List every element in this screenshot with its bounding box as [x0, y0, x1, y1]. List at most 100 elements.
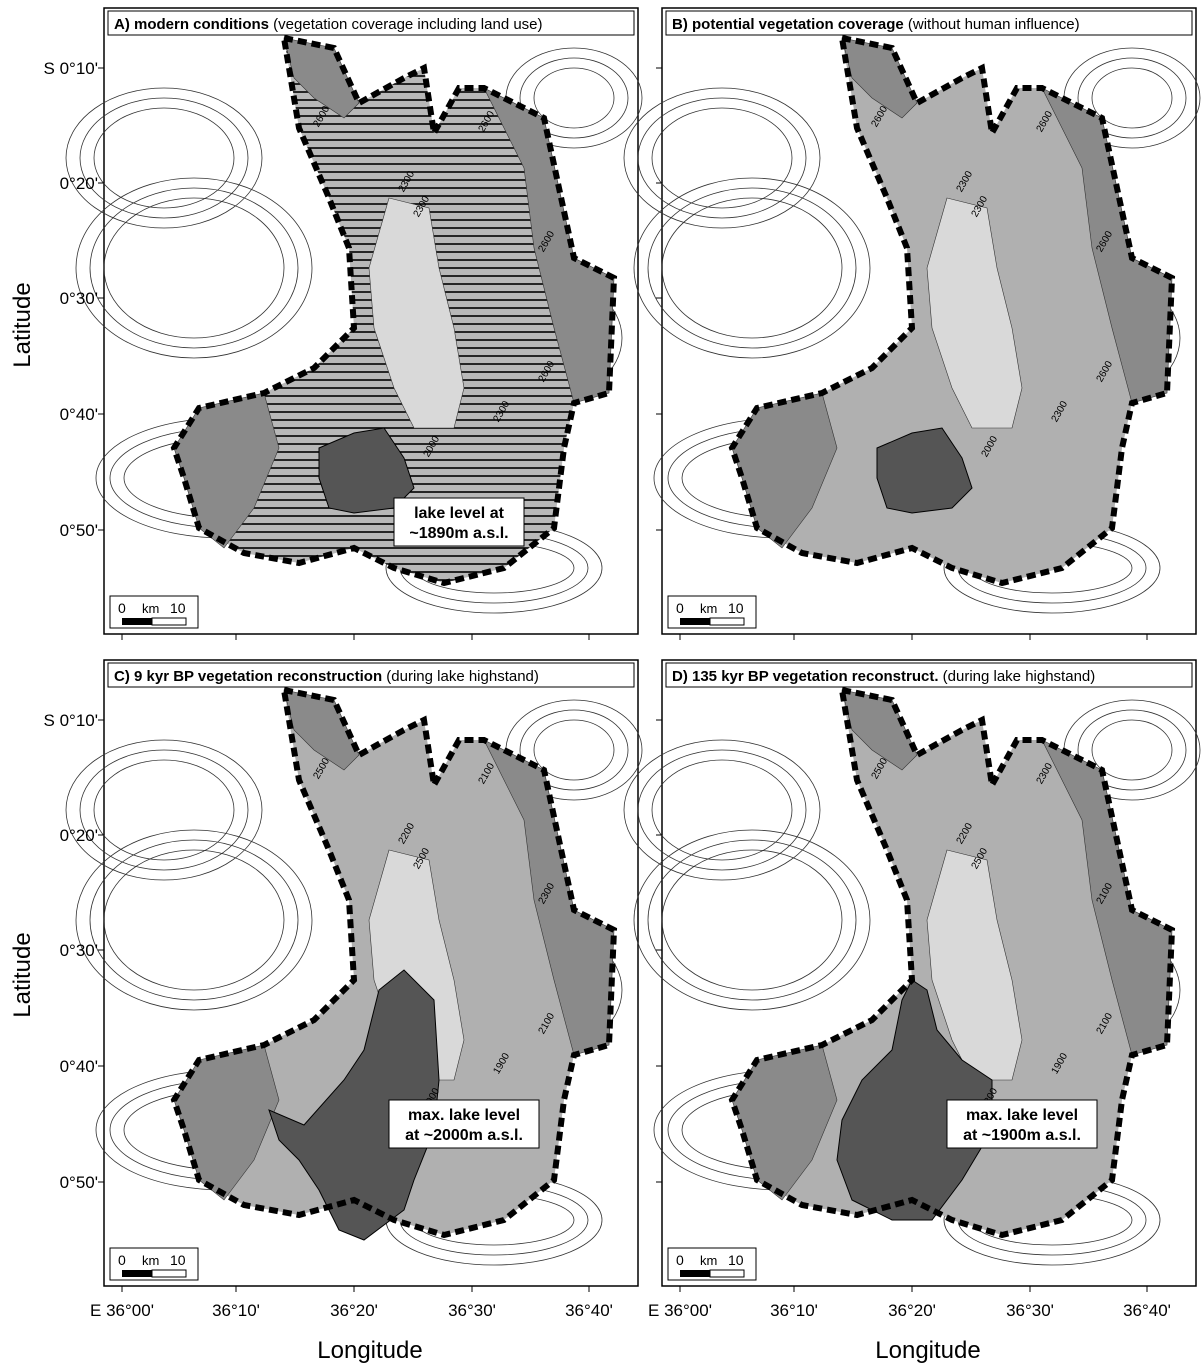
panel-title-box [107, 10, 635, 36]
scale-bar-unit: km [142, 1253, 159, 1268]
lat-tick-label: 0°40' [60, 1057, 98, 1076]
lake-level-label: lake level at ~1890m a.s.l. [393, 497, 525, 547]
contour-line [79, 97, 249, 219]
contour-line [65, 87, 263, 229]
panel-title-bold: C) 9 kyr BP vegetation reconstruction [114, 668, 382, 685]
scale-bar: 0 km 10 [667, 595, 757, 629]
contour-line [623, 87, 821, 229]
lat-tick-label: 0°30' [60, 289, 98, 308]
panel-title-box [107, 662, 635, 688]
scale-bar-zero: 0 [118, 1252, 126, 1268]
lon-tick-label: 36°20' [888, 1301, 936, 1320]
contour-line [637, 749, 807, 871]
contour-line [647, 187, 857, 349]
scale-bar-black [122, 618, 152, 625]
contour-line [75, 177, 313, 359]
lake [876, 427, 973, 514]
scale-bar: 0 km 10 [667, 1247, 757, 1281]
lake-level-text: max. lake level [408, 1107, 520, 1124]
panel-title-bold: B) potential vegetation coverage [672, 16, 904, 33]
contour-line [93, 107, 235, 209]
lat-tick-label: 0°50' [60, 1173, 98, 1192]
scale-bar-black [122, 1270, 152, 1277]
contour-line [1091, 719, 1173, 781]
lake-level-text: lake level at [414, 505, 505, 522]
lake-level-box [946, 1099, 1098, 1149]
panel-title-text: B) potential vegetation coverage (withou… [672, 16, 1080, 33]
lat-tick-label: 0°20' [60, 174, 98, 193]
lake-level-text: max. lake level [966, 1107, 1078, 1124]
panel-title-normal: (without human influence) [904, 16, 1080, 33]
lake-level-label: max. lake level at ~2000m a.s.l. [388, 1099, 540, 1149]
contour-line [623, 739, 821, 881]
lake-level-box [393, 497, 525, 547]
contour-line [651, 759, 793, 861]
scale-bar-black [680, 618, 710, 625]
contour-line [65, 739, 263, 881]
scale-bar-ten: 10 [170, 1252, 186, 1268]
latitude-axis-label: Latitude [9, 282, 36, 367]
scale-bar-ten: 10 [728, 1252, 744, 1268]
scale-bar-zero: 0 [118, 600, 126, 616]
scale-bar: 0 km 10 [109, 1247, 199, 1281]
scale-bar-white [709, 617, 745, 626]
contour-line [1091, 67, 1173, 129]
catchment-boundary [728, 686, 1176, 1239]
scale-bar-ten: 10 [170, 600, 186, 616]
scale-bar-black [680, 1270, 710, 1277]
contour-line [661, 849, 843, 991]
lat-tick-label: 0°40' [60, 405, 98, 424]
contour-line [79, 749, 249, 871]
contour-line [93, 759, 235, 861]
lon-tick-label: 36°10' [212, 1301, 260, 1320]
longitude-axis-label: Longitude [875, 1337, 980, 1364]
lat-tick-label: 0°50' [60, 521, 98, 540]
vegetation-zone-low [926, 849, 1023, 1081]
contour-line [661, 197, 843, 339]
panel-title-bold: A) modern conditions [114, 16, 269, 33]
catchment-boundary [728, 34, 1176, 587]
catchment-boundary [170, 686, 618, 1239]
scale-bar-white [151, 617, 187, 626]
lon-tick-label: E 36°00' [90, 1301, 154, 1320]
longitude-axis-label: Longitude [317, 1337, 422, 1364]
lon-tick-label: 36°30' [1006, 1301, 1054, 1320]
lon-tick-label: 36°30' [448, 1301, 496, 1320]
contour-line [633, 829, 871, 1011]
contour-line [89, 839, 299, 1001]
lon-tick-label: 36°20' [330, 1301, 378, 1320]
scale-bar-ten: 10 [728, 600, 744, 616]
lake-level-text: at ~1900m a.s.l. [963, 1127, 1081, 1144]
lat-tick-label: S 0°10' [44, 59, 98, 78]
panel-title-normal: (during lake highstand) [382, 668, 539, 685]
panel-title: A) modern conditions (vegetation coverag… [107, 10, 635, 36]
contour-line [519, 709, 629, 791]
contour-line [89, 187, 299, 349]
lake-level-label: max. lake level at ~1900m a.s.l. [946, 1099, 1098, 1149]
contour-line [633, 177, 871, 359]
contour-line [651, 107, 793, 209]
panel-title: B) potential vegetation coverage (withou… [665, 10, 1193, 36]
panel-title-normal: (during lake highstand) [938, 668, 1095, 685]
lat-tick-label: 0°20' [60, 826, 98, 845]
scale-bar-unit: km [700, 1253, 717, 1268]
scale-bar-zero: 0 [676, 600, 684, 616]
panel-title-box [665, 10, 1193, 36]
scale-bar-unit: km [700, 601, 717, 616]
contour-line [103, 849, 285, 991]
panel-title-normal: (vegetation coverage including land use) [269, 16, 543, 33]
panel-title-text: C) 9 kyr BP vegetation reconstruction (d… [114, 668, 539, 685]
lon-tick-label: 36°10' [770, 1301, 818, 1320]
panel-title-text: A) modern conditions (vegetation coverag… [114, 16, 543, 33]
contour-line [1077, 709, 1187, 791]
lake-level-text: ~1890m a.s.l. [409, 525, 508, 542]
vegetation-zone-low [368, 197, 465, 429]
contour-line [103, 197, 285, 339]
lon-tick-label: 36°40' [565, 1301, 613, 1320]
lat-tick-label: S 0°10' [44, 711, 98, 730]
